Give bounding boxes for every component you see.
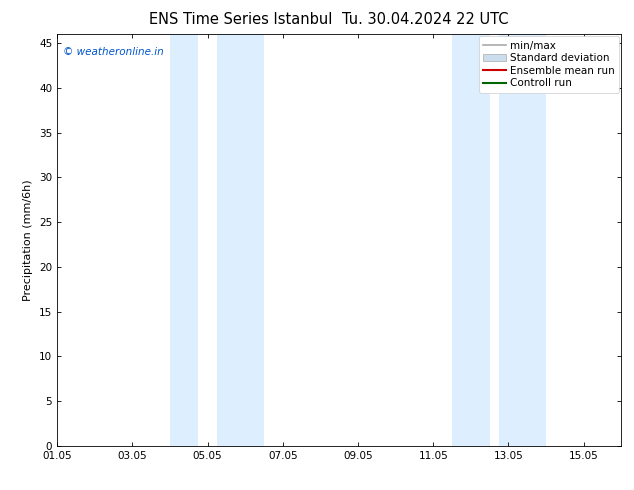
- Bar: [499, 34, 546, 446]
- Bar: [217, 34, 264, 446]
- Bar: [452, 34, 489, 446]
- Y-axis label: Precipitation (mm/6h): Precipitation (mm/6h): [23, 179, 34, 301]
- Text: ENS Time Series Istanbul: ENS Time Series Istanbul: [149, 12, 333, 27]
- Text: Tu. 30.04.2024 22 UTC: Tu. 30.04.2024 22 UTC: [342, 12, 508, 27]
- Text: © weatheronline.in: © weatheronline.in: [63, 47, 164, 57]
- Legend: min/max, Standard deviation, Ensemble mean run, Controll run: min/max, Standard deviation, Ensemble me…: [479, 36, 619, 93]
- Bar: [170, 34, 198, 446]
